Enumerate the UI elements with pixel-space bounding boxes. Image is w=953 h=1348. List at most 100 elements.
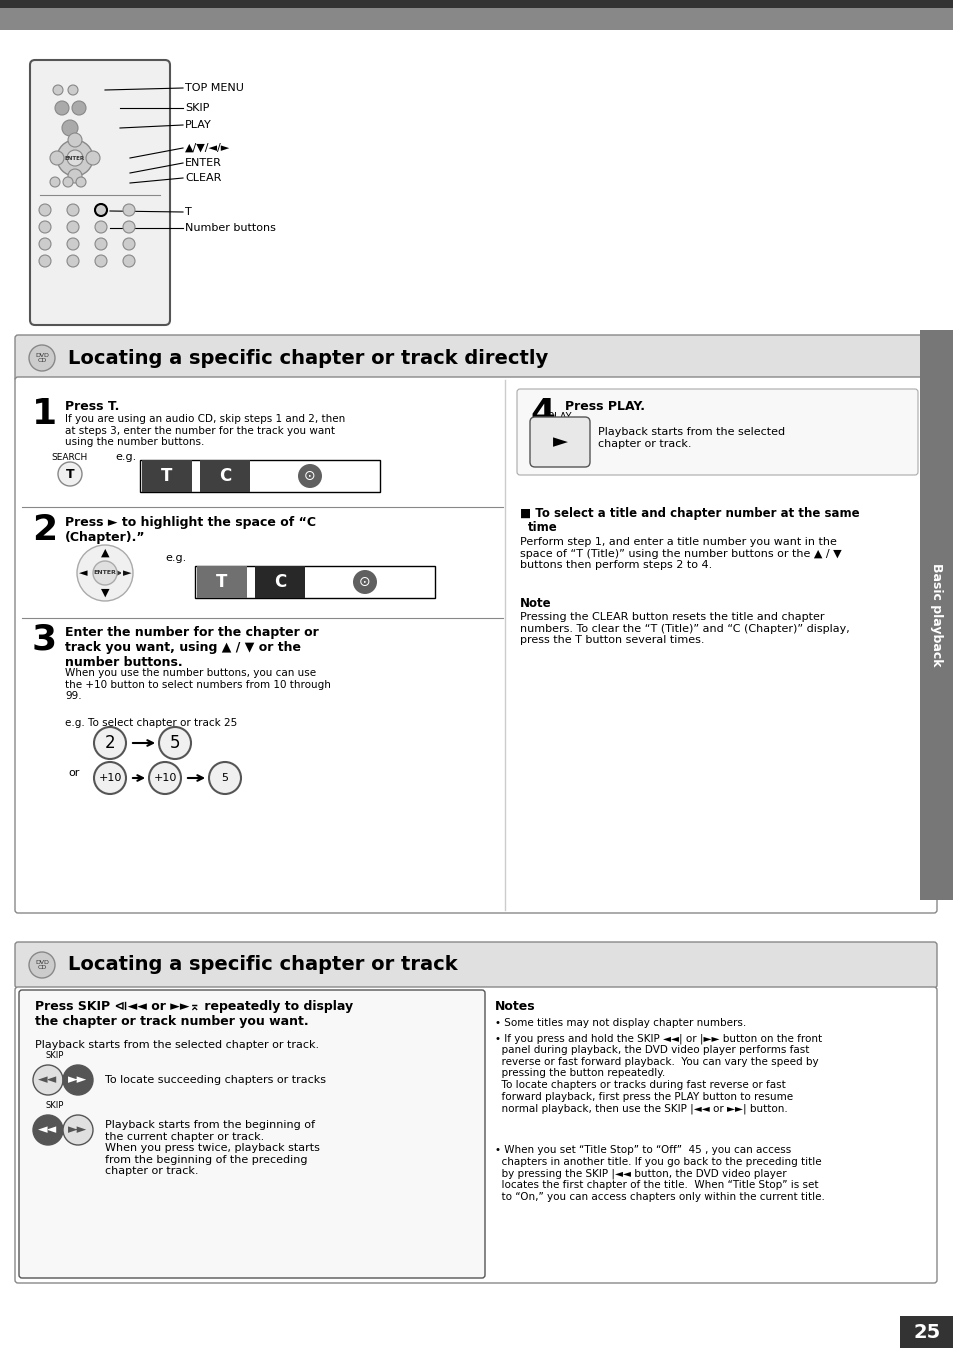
Text: ▲/▼/◄/►: ▲/▼/◄/►	[185, 143, 230, 154]
Text: Playback starts from the selected chapter or track.: Playback starts from the selected chapte…	[35, 1041, 319, 1050]
Circle shape	[29, 345, 55, 371]
Text: T: T	[216, 573, 228, 590]
Circle shape	[86, 151, 100, 164]
Text: 2: 2	[105, 735, 115, 752]
Text: 4: 4	[530, 398, 555, 431]
FancyBboxPatch shape	[517, 390, 917, 474]
Text: Enter the number for the chapter or
track you want, using ▲ / ▼ or the
number bu: Enter the number for the chapter or trac…	[65, 625, 318, 669]
Circle shape	[67, 239, 79, 249]
Text: +10: +10	[153, 772, 176, 783]
Circle shape	[123, 221, 135, 233]
Text: Playback starts from the selected
chapter or track.: Playback starts from the selected chapte…	[598, 427, 784, 449]
Circle shape	[95, 239, 107, 249]
Text: 1: 1	[32, 398, 57, 431]
Text: ◄◄: ◄◄	[38, 1123, 57, 1136]
Circle shape	[39, 204, 51, 216]
Circle shape	[53, 85, 63, 94]
Text: Pressing the CLEAR button resets the title and chapter
numbers. To clear the “T : Pressing the CLEAR button resets the tit…	[519, 612, 849, 646]
Circle shape	[63, 1065, 92, 1095]
Text: If you are using an audio CD, skip steps 1 and 2, then
at steps 3, enter the num: If you are using an audio CD, skip steps…	[65, 414, 345, 448]
Circle shape	[123, 239, 135, 249]
Circle shape	[77, 545, 132, 601]
Circle shape	[95, 204, 107, 216]
Text: Locating a specific chapter or track directly: Locating a specific chapter or track dir…	[68, 349, 548, 368]
Text: PLAY: PLAY	[185, 120, 212, 129]
Bar	[919, 330, 953, 900]
FancyBboxPatch shape	[15, 336, 936, 381]
Text: Locating a specific chapter or track: Locating a specific chapter or track	[68, 956, 457, 975]
Text: ►: ►	[552, 433, 567, 452]
Text: ◄◄: ◄◄	[38, 1073, 57, 1086]
Bar	[140, 460, 379, 492]
Text: 5: 5	[221, 772, 229, 783]
Circle shape	[67, 221, 79, 233]
Text: Press SKIP ⧏◄◄ or ►►⌅ repeatedly to display
the chapter or track number you want: Press SKIP ⧏◄◄ or ►►⌅ repeatedly to disp…	[35, 1000, 353, 1029]
Text: 5: 5	[170, 735, 180, 752]
Circle shape	[123, 255, 135, 267]
Text: ►: ►	[123, 568, 132, 578]
Bar	[0, 0, 953, 30]
FancyBboxPatch shape	[19, 989, 484, 1278]
Circle shape	[63, 177, 73, 187]
Text: SEARCH: SEARCH	[51, 453, 88, 462]
Circle shape	[39, 239, 51, 249]
Text: ENTER: ENTER	[65, 155, 85, 160]
FancyBboxPatch shape	[530, 417, 589, 466]
Circle shape	[95, 221, 107, 233]
Circle shape	[95, 255, 107, 267]
Text: e.g.: e.g.	[115, 452, 136, 462]
Circle shape	[33, 1065, 63, 1095]
Text: Note: Note	[519, 597, 551, 611]
Text: time: time	[527, 520, 558, 534]
Circle shape	[58, 462, 82, 487]
Circle shape	[33, 1115, 63, 1144]
Bar	[899, 1316, 953, 1348]
Text: ■ To select a title and chapter number at the same: ■ To select a title and chapter number a…	[519, 507, 859, 520]
Text: TOP MENU: TOP MENU	[185, 84, 244, 93]
Text: ⊙: ⊙	[304, 469, 315, 483]
Text: C: C	[274, 573, 286, 590]
Text: Basic playback: Basic playback	[929, 563, 943, 667]
Bar	[254, 566, 305, 599]
Text: Number buttons: Number buttons	[185, 222, 275, 233]
Text: CLEAR: CLEAR	[185, 173, 221, 183]
FancyBboxPatch shape	[15, 377, 936, 913]
Circle shape	[95, 204, 107, 216]
Text: 3: 3	[32, 623, 57, 656]
Text: ◄: ◄	[79, 568, 87, 578]
Text: ▲: ▲	[101, 549, 110, 558]
Text: ENTER: ENTER	[93, 570, 116, 576]
Text: +10: +10	[98, 772, 122, 783]
Text: PLAY: PLAY	[548, 412, 571, 422]
FancyBboxPatch shape	[15, 987, 936, 1283]
Text: ►►: ►►	[69, 1123, 88, 1136]
Text: DVD
CD: DVD CD	[35, 960, 49, 971]
Circle shape	[39, 255, 51, 267]
Circle shape	[68, 133, 82, 147]
Circle shape	[62, 120, 78, 136]
Bar	[196, 566, 247, 599]
Circle shape	[67, 255, 79, 267]
Circle shape	[63, 1115, 92, 1144]
Text: e.g. To select chapter or track 25: e.g. To select chapter or track 25	[65, 718, 237, 728]
Bar	[194, 566, 435, 599]
Circle shape	[67, 204, 79, 216]
Text: SKIP: SKIP	[46, 1101, 64, 1109]
Text: • Some titles may not display chapter numbers.: • Some titles may not display chapter nu…	[495, 1018, 745, 1029]
Circle shape	[39, 221, 51, 233]
Text: • When you set “Title Stop” to “Off”  45 , you can access
  chapters in another : • When you set “Title Stop” to “Off” 45 …	[495, 1144, 824, 1202]
Circle shape	[71, 101, 86, 115]
Circle shape	[353, 570, 376, 594]
FancyBboxPatch shape	[30, 61, 170, 325]
Bar	[0, 0, 953, 8]
Circle shape	[123, 204, 135, 216]
Circle shape	[57, 140, 92, 177]
Text: Perform step 1, and enter a title number you want in the
space of “T (Title)” us: Perform step 1, and enter a title number…	[519, 537, 841, 570]
Circle shape	[55, 101, 69, 115]
Circle shape	[149, 762, 181, 794]
Text: Press ► to highlight the space of “C
(Chapter).”: Press ► to highlight the space of “C (Ch…	[65, 516, 315, 545]
Circle shape	[50, 177, 60, 187]
Circle shape	[94, 762, 126, 794]
Text: 2: 2	[32, 514, 57, 547]
Circle shape	[94, 727, 126, 759]
